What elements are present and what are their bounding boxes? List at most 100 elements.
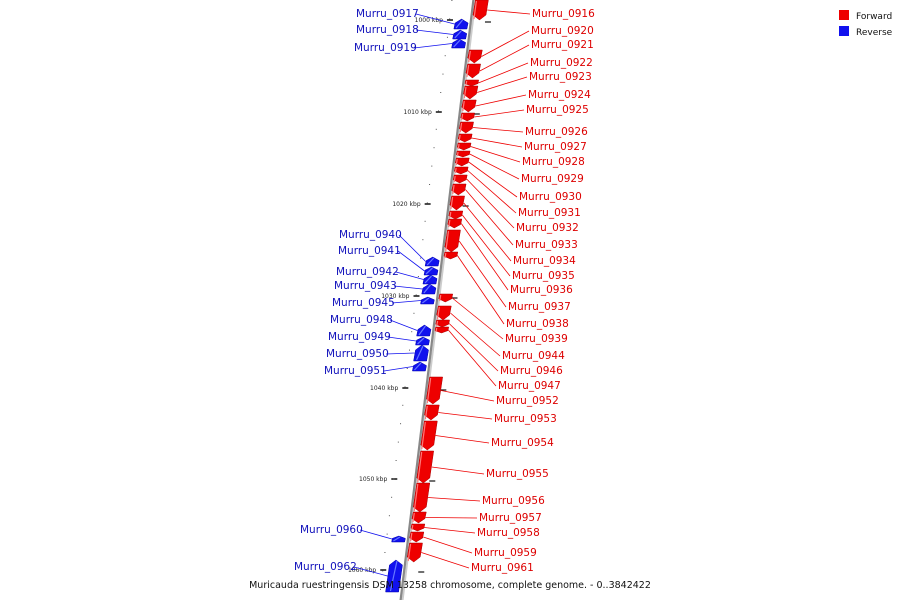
gene-feature[interactable] [458, 121, 474, 134]
gene-feature[interactable] [460, 112, 475, 122]
gene-feature[interactable] [409, 531, 425, 543]
gene-feature[interactable] [461, 99, 477, 113]
legend-reverse-swatch [839, 26, 849, 36]
gene-feature[interactable] [434, 326, 450, 334]
gene-feature[interactable] [451, 183, 467, 196]
gene-features [385, 0, 489, 593]
gene-label[interactable]: Murru_0959 [474, 547, 537, 559]
gene-feature[interactable] [413, 344, 429, 362]
gene-label[interactable]: Murru_0920 [531, 25, 594, 37]
gene-label[interactable]: Murru_0946 [500, 365, 563, 377]
gene-feature[interactable] [406, 542, 423, 563]
gene-label[interactable]: Murru_0953 [494, 413, 557, 425]
gene-label[interactable]: Murru_0942 [336, 266, 399, 278]
gene-feature[interactable] [449, 195, 465, 211]
gene-label[interactable]: Murru_0926 [525, 126, 588, 138]
gene-label[interactable]: Murru_0919 [354, 42, 417, 54]
minor-tick [386, 533, 388, 535]
minor-tick [413, 312, 415, 314]
gene-leader-line [359, 529, 393, 540]
gene-feature[interactable] [453, 166, 469, 175]
legend-reverse-label: Reverse [856, 28, 893, 38]
gene-label[interactable]: Murru_0918 [356, 24, 419, 36]
minor-tick [449, 18, 451, 20]
gene-leader-line [415, 13, 455, 25]
gene-label[interactable]: Murru_0933 [515, 239, 578, 251]
gene-label[interactable]: Murru_0950 [326, 348, 389, 360]
gene-feature-highlight [417, 451, 423, 483]
gene-feature[interactable] [456, 150, 471, 158]
gene-label[interactable]: Murru_0922 [530, 57, 593, 69]
gene-feature-highlight [389, 560, 398, 592]
gene-label[interactable]: Murru_0955 [486, 468, 549, 480]
gene-label[interactable]: Murru_0951 [324, 365, 387, 377]
gene-feature[interactable] [456, 142, 472, 151]
gene-label[interactable]: Murru_0928 [522, 156, 585, 168]
gene-label[interactable]: Murru_0925 [526, 104, 589, 116]
gene-leader-line [448, 329, 497, 387]
gene-label[interactable]: Murru_0932 [516, 222, 579, 234]
gene-label[interactable]: Murru_0948 [330, 314, 393, 326]
gene-label[interactable]: Murru_0930 [519, 191, 582, 203]
backbone-line [399, 0, 475, 600]
gene-feature-highlight [423, 284, 431, 294]
gene-label[interactable]: Murru_0961 [471, 562, 534, 574]
gene-feature[interactable] [444, 229, 461, 253]
gene-label[interactable]: Murru_0947 [498, 380, 561, 392]
gene-label[interactable]: Murru_0923 [529, 71, 592, 83]
gene-label[interactable]: Murru_0931 [518, 207, 581, 219]
gene-label[interactable]: Murru_0952 [496, 395, 559, 407]
gene-feature-highlight [425, 267, 433, 275]
gene-leader-line [457, 255, 505, 325]
gene-feature[interactable] [452, 174, 468, 184]
tick-label: 1010 kbp [404, 109, 432, 116]
gene-feature[interactable] [464, 79, 479, 87]
gene-label[interactable]: Murru_0960 [300, 524, 363, 536]
gene-label[interactable]: Murru_0944 [502, 350, 565, 362]
gene-label[interactable]: Murru_0916 [532, 8, 595, 20]
gene-feature[interactable] [448, 210, 464, 220]
gene-feature[interactable] [443, 251, 459, 260]
gene-label[interactable]: Murru_0958 [477, 527, 540, 539]
gene-label[interactable]: Murru_0938 [506, 318, 569, 330]
kbp-ticks: 1000 kbp 1010 kbp 1020 kbp 1030 kbp 1040 kbp… [348, 0, 491, 590]
gene-feature[interactable] [463, 85, 479, 100]
gene-label[interactable]: Murru_0940 [339, 229, 402, 241]
gene-feature[interactable] [424, 404, 440, 421]
gene-feature[interactable] [467, 49, 483, 64]
gene-label[interactable]: Murru_0934 [513, 255, 576, 267]
gene-label[interactable]: Murru_0937 [508, 301, 571, 313]
gene-feature-highlight [418, 325, 426, 336]
gene-feature[interactable] [472, 0, 489, 21]
gene-feature[interactable] [438, 293, 454, 303]
gene-feature[interactable] [447, 218, 463, 229]
gene-feature[interactable] [435, 319, 450, 328]
gene-label[interactable]: Murru_0962 [294, 561, 357, 573]
gene-leader-line [467, 170, 517, 214]
gene-label[interactable]: Murru_0929 [521, 173, 584, 185]
gene-label[interactable]: Murru_0945 [332, 297, 395, 309]
gene-feature[interactable] [457, 133, 473, 143]
gene-label[interactable]: Murru_0935 [512, 270, 575, 282]
gene-feature[interactable] [410, 523, 426, 532]
gene-label[interactable]: Murru_0924 [528, 89, 591, 101]
gene-label[interactable]: Murru_0941 [338, 245, 401, 257]
gene-feature[interactable] [411, 511, 427, 524]
minor-tick [424, 220, 426, 222]
gene-label[interactable]: Murru_0917 [356, 8, 419, 20]
gene-label[interactable]: Murru_0921 [531, 39, 594, 51]
gene-label[interactable]: Murru_0957 [479, 512, 542, 524]
gene-label[interactable]: Murru_0943 [334, 280, 397, 292]
minor-tick [391, 496, 393, 498]
minor-tick [397, 441, 399, 443]
gene-label[interactable]: Murru_0936 [510, 284, 573, 296]
gene-label[interactable]: Murru_0927 [524, 141, 587, 153]
gene-feature[interactable] [436, 305, 452, 321]
gene-feature-highlight [463, 86, 467, 99]
gene-label[interactable]: Murru_0939 [505, 333, 568, 345]
gene-feature[interactable] [465, 63, 481, 79]
gene-label[interactable]: Murru_0956 [482, 495, 545, 507]
gene-feature[interactable] [454, 157, 470, 167]
gene-label[interactable]: Murru_0949 [328, 331, 391, 343]
gene-label[interactable]: Murru_0954 [491, 437, 554, 449]
